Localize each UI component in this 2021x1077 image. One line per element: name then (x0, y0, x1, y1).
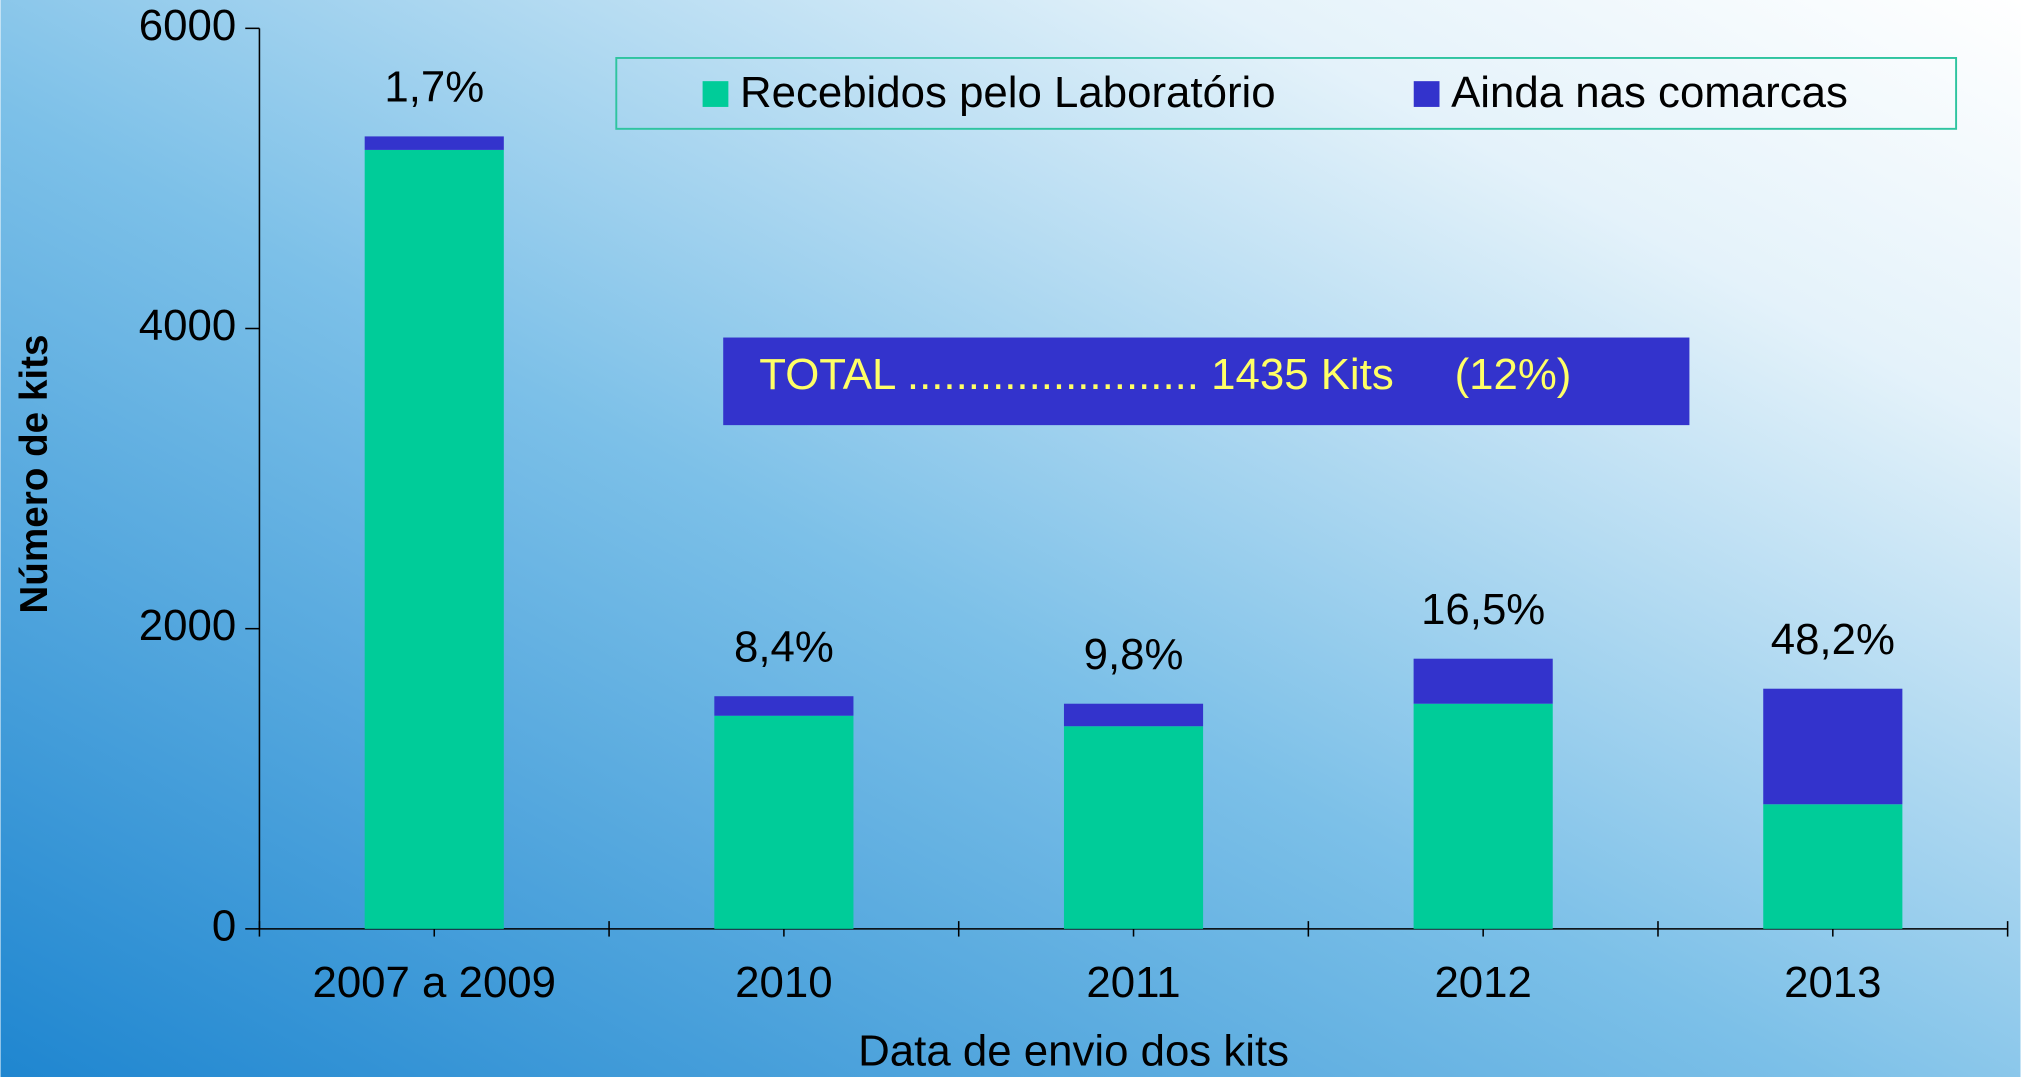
bar-segment (714, 696, 854, 716)
percent-label: 1,7% (384, 63, 484, 112)
y-tick-label: 2000 (139, 601, 236, 650)
x-tick-label: 2010 (735, 958, 832, 1007)
y-tick-label: 6000 (139, 1, 236, 50)
x-tick-label: 2012 (1434, 958, 1531, 1007)
x-tick-label: 2011 (1086, 958, 1180, 1007)
x-tick-label: 2013 (1784, 958, 1881, 1007)
percent-label: 16,5% (1421, 585, 1545, 634)
total-box (723, 337, 1690, 426)
y-tick-label: 0 (212, 901, 236, 950)
percent-label: 8,4% (734, 622, 834, 671)
percent-label: 48,2% (1771, 615, 1895, 664)
bar-segment (714, 715, 854, 929)
legend-box (615, 57, 1958, 130)
bar-segment (1413, 658, 1553, 704)
x-tick-label: 2007 a 2009 (312, 958, 556, 1007)
legend-label: Ainda nas comarcas (1451, 68, 1848, 117)
bar-segment (1413, 703, 1553, 929)
bar-segment (364, 136, 504, 150)
bar-segment (1063, 726, 1204, 929)
legend-label: Recebidos pelo Laboratório (740, 68, 1276, 117)
bar-segment (1763, 688, 1903, 805)
bar-segment (364, 149, 504, 929)
percent-label: 9,8% (1084, 630, 1184, 679)
x-axis-title: Data de envio dos kits (858, 1026, 1289, 1075)
bar-segment (1763, 804, 1903, 929)
y-axis-title: Número de kits (13, 335, 56, 614)
y-tick-label: 4000 (139, 301, 236, 350)
total-annotation: TOTAL ........................ 1435 Kits… (759, 350, 1571, 399)
legend-swatch (702, 81, 729, 107)
bar-segment (1063, 703, 1204, 727)
legend-swatch (1413, 81, 1440, 107)
